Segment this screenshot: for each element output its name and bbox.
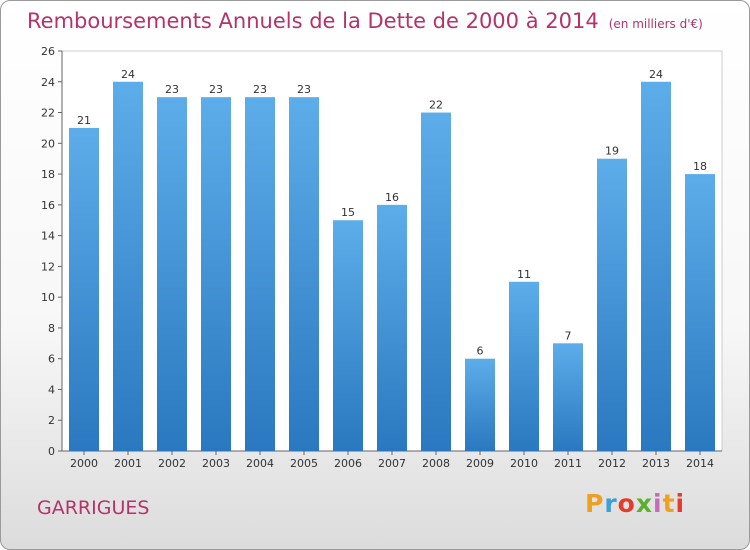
x-tick-label: 2011: [554, 457, 582, 470]
x-tick-label: 2007: [378, 457, 406, 470]
bar-2011: [553, 343, 583, 451]
bar-2008: [421, 112, 451, 452]
bar-2002: [157, 97, 187, 452]
y-tick-label: 16: [41, 199, 55, 212]
bar-2013: [641, 81, 671, 452]
x-tick-label: 2010: [510, 457, 538, 470]
bar-value-label: 23: [165, 83, 179, 96]
bar-value-label: 18: [693, 160, 707, 173]
bar-value-label: 15: [341, 206, 355, 219]
x-tick-label: 2005: [290, 457, 318, 470]
x-tick-label: 2014: [686, 457, 714, 470]
bar-2001: [113, 81, 143, 452]
bar-2000: [69, 127, 99, 451]
x-tick-label: 2012: [598, 457, 626, 470]
x-tick-label: 2000: [70, 457, 98, 470]
y-tick-label: 18: [41, 168, 55, 181]
proxiti-logo: Proxiti: [585, 489, 686, 518]
bar-2007: [377, 204, 407, 451]
bar-value-label: 24: [121, 68, 135, 81]
bar-value-label: 23: [297, 83, 311, 96]
y-tick-label: 4: [48, 383, 55, 396]
bar-value-label: 24: [649, 68, 663, 81]
bar-value-label: 23: [253, 83, 267, 96]
y-tick-label: 24: [41, 76, 55, 89]
bar-value-label: 7: [565, 329, 572, 342]
x-tick-label: 2013: [642, 457, 670, 470]
bar-2010: [509, 281, 539, 451]
y-tick-label: 22: [41, 107, 55, 120]
y-tick-label: 8: [48, 322, 55, 335]
bar-value-label: 11: [517, 268, 531, 281]
y-tick-label: 26: [41, 45, 55, 58]
bar-2012: [597, 158, 627, 451]
y-tick-label: 6: [48, 353, 55, 366]
bar-value-label: 6: [477, 345, 484, 358]
bar-value-label: 22: [429, 99, 443, 112]
bar-value-label: 23: [209, 83, 223, 96]
chart-title-text: Remboursements Annuels de la Dette de 20…: [27, 9, 599, 33]
x-tick-label: 2001: [114, 457, 142, 470]
bar-value-label: 19: [605, 145, 619, 158]
bar-2009: [465, 358, 495, 451]
commune-name: GARRIGUES: [37, 497, 150, 519]
x-tick-label: 2006: [334, 457, 362, 470]
bar-2006: [333, 220, 363, 451]
bar-2003: [201, 97, 231, 452]
y-tick-label: 2: [48, 414, 55, 427]
chart-unit: (en milliers d'€): [608, 17, 703, 31]
y-tick-label: 10: [41, 291, 55, 304]
bar-value-label: 16: [385, 191, 399, 204]
x-tick-label: 2009: [466, 457, 494, 470]
y-tick-label: 12: [41, 260, 55, 273]
bar-value-label: 21: [77, 114, 91, 127]
bar-2004: [245, 97, 275, 452]
bar-2005: [289, 97, 319, 452]
bar-2014: [685, 174, 715, 452]
chart-title: Remboursements Annuels de la Dette de 20…: [27, 9, 703, 33]
y-tick-label: 14: [41, 230, 55, 243]
y-tick-label: 0: [48, 445, 55, 458]
x-tick-label: 2008: [422, 457, 450, 470]
x-tick-label: 2002: [158, 457, 186, 470]
x-tick-label: 2004: [246, 457, 274, 470]
y-tick-label: 20: [41, 137, 55, 150]
x-tick-label: 2003: [202, 457, 230, 470]
